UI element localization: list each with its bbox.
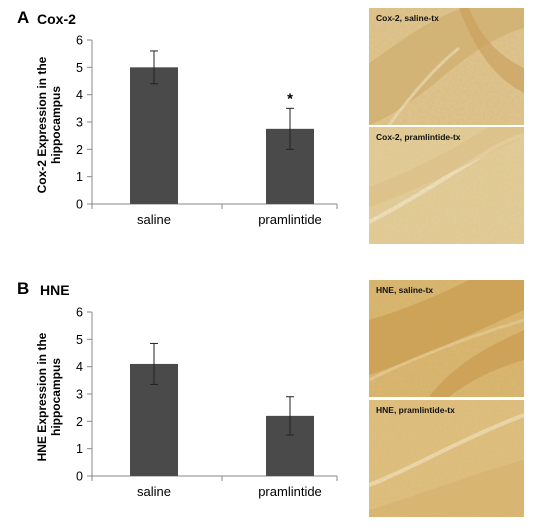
chart-b-y-tick-label-3: 3 [76, 388, 83, 402]
chart-b-y-tick-label-2: 2 [76, 415, 83, 429]
chart-a-y-tick-label-3: 3 [76, 116, 83, 130]
panel-b-letter: B [17, 279, 30, 298]
chart-b-category-label-0: saline [137, 484, 171, 499]
chart-b-y-tick-label-5: 5 [76, 333, 83, 347]
panel-a-title: Cox-2 [37, 11, 76, 27]
chart-a-y-tick-label-0: 0 [76, 198, 83, 212]
micrograph-hne-pramlintide: HNE, pramlintide-tx [369, 400, 524, 517]
micrograph-hne-saline-label: HNE, saline-tx [376, 285, 434, 295]
micrograph-cox2-saline-label: Cox-2, saline-tx [376, 13, 439, 23]
chart-a-category-label-1: pramlintide [258, 212, 322, 227]
chart-b: 0 1 2 3 4 5 6 saline pramlintide [76, 306, 338, 499]
chart-a-y-tick-label-4: 4 [76, 88, 83, 102]
panel-a-letter: A [17, 8, 30, 27]
chart-b-y-tick-label-0: 0 [76, 470, 83, 484]
micrograph-hne-saline: HNE, saline-tx [369, 280, 524, 397]
chart-b-y-tick-label-4: 4 [76, 360, 83, 374]
micrograph-cox2-pramlintide: Cox-2, pramlintide-tx [369, 127, 524, 244]
micrograph-cox2-pramlintide-label: Cox-2, pramlintide-tx [376, 132, 461, 142]
chart-b-category-label-1: pramlintide [258, 484, 322, 499]
micrograph-cox2-saline: Cox-2, saline-tx [369, 8, 524, 125]
micrograph-hne-pramlintide-label: HNE, pramlintide-tx [376, 405, 455, 415]
chart-a-bar-0 [130, 67, 178, 204]
chart-a-y-tick-label-6: 6 [76, 34, 83, 48]
chart-b-y-tick-label-1: 1 [76, 442, 83, 456]
chart-a: 0 1 2 3 4 5 6 saline * pramlintide [76, 34, 338, 227]
chart-b-y-tick-label-6: 6 [76, 306, 83, 320]
chart-a-y-tick-label-5: 5 [76, 61, 83, 75]
chart-a-y-tick-label-2: 2 [76, 143, 83, 157]
chart-a-y-tick-label-1: 1 [76, 170, 83, 184]
panel-b-title: HNE [40, 282, 70, 298]
chart-a-significance-marker-1: * [287, 90, 293, 107]
chart-a-category-label-0: saline [137, 212, 171, 227]
